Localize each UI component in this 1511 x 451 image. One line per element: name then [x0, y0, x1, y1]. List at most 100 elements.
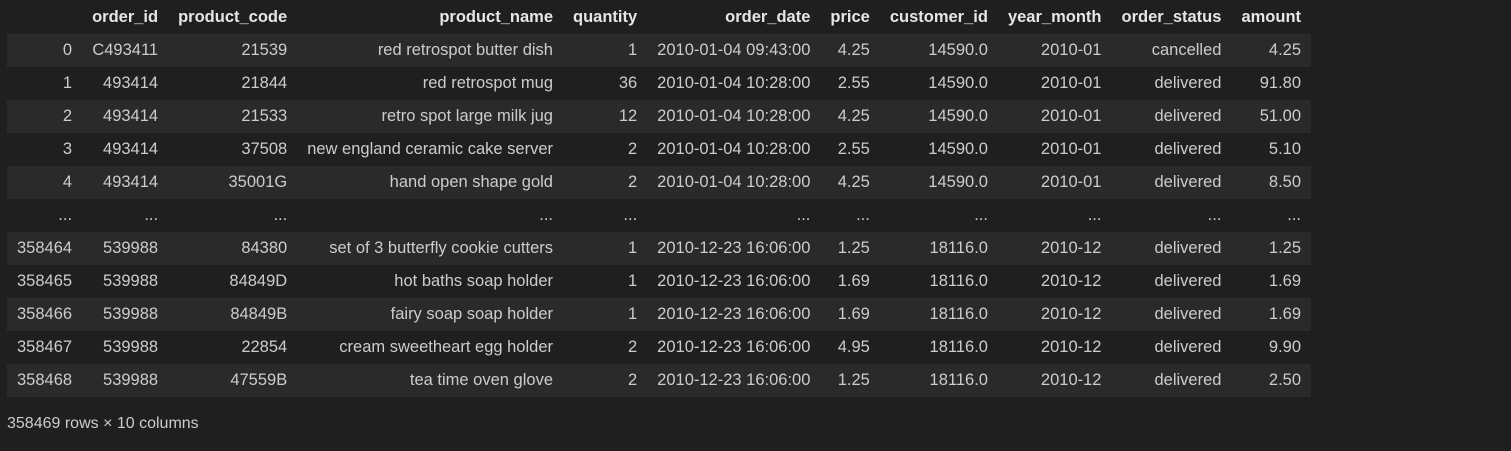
table-row: 2 493414 21533 retro spot large milk jug 12 2… — [7, 100, 1312, 133]
cell-customer-id: 18116.0 — [929, 338, 988, 356]
cell-year-month: 2010-01 — [1040, 140, 1102, 158]
row-index: 3 — [62, 140, 73, 158]
cell-order-id: 493414 — [103, 173, 159, 191]
cell-price: 2.55 — [837, 74, 870, 92]
cell-order-id: 539988 — [103, 305, 159, 323]
cell-order-id: 539988 — [103, 272, 159, 290]
cell-product-name: set of 3 butterfly cookie cutters — [329, 239, 553, 257]
table-row: ................................. — [7, 199, 1312, 232]
cell-order-date: 2010-01-04 10:28:00 — [657, 74, 811, 92]
cell-year-month: 2010-01 — [1040, 41, 1102, 59]
cell-price: 4.25 — [837, 173, 870, 191]
cell-year-month: 2010-12 — [1040, 338, 1102, 356]
row-index: 0 — [62, 41, 73, 59]
cell-order-status: delivered — [1154, 305, 1222, 323]
cell-year-month: ... — [1087, 206, 1102, 224]
cell-order-date: 2010-12-23 16:06:00 — [657, 272, 811, 290]
cell-order-status: cancelled — [1151, 41, 1222, 59]
cell-customer-id: 18116.0 — [929, 371, 988, 389]
column-header-year-month: year_month — [1007, 8, 1102, 26]
column-header-customer-id: customer_id — [889, 8, 988, 26]
table-row: 1 493414 21844 red retrospot mug 36 2010-01-0… — [7, 67, 1312, 100]
table-row: 4 493414 35001G hand open shape gold 2 2010-0… — [7, 166, 1312, 199]
cell-order-status: delivered — [1154, 173, 1222, 191]
cell-order-status: delivered — [1154, 74, 1222, 92]
cell-quantity: 2 — [627, 371, 638, 389]
cell-customer-id: 14590.0 — [928, 41, 988, 59]
row-index: 358465 — [17, 272, 73, 290]
cell-product-name: hand open shape gold — [389, 173, 553, 191]
cell-amount: 8.50 — [1268, 173, 1302, 191]
cell-product-name: tea time oven glove — [409, 371, 553, 389]
cell-product-name: hot baths soap holder — [394, 272, 553, 290]
cell-amount: 4.25 — [1268, 41, 1302, 59]
table-row: 358464 539988 84380 set of 3 butterfly cook… — [7, 232, 1312, 265]
table-row: 358467 539988 22854 cream sweetheart egg ho… — [7, 331, 1312, 364]
cell-price: 4.25 — [837, 41, 870, 59]
cell-amount: 1.69 — [1268, 305, 1302, 323]
cell-quantity: 2 — [627, 338, 638, 356]
cell-amount: 9.90 — [1268, 338, 1302, 356]
cell-order-date: 2010-01-04 09:43:00 — [657, 41, 811, 59]
row-index: 358468 — [17, 371, 73, 389]
cell-quantity: 2 — [627, 140, 638, 158]
cell-product-code: 37508 — [241, 140, 288, 158]
cell-quantity: 2 — [627, 173, 638, 191]
cell-price: 4.25 — [837, 107, 870, 125]
row-index: 4 — [62, 173, 73, 191]
cell-product-code: 21533 — [241, 107, 288, 125]
cell-product-name: cream sweetheart egg holder — [339, 338, 553, 356]
cell-year-month: 2010-12 — [1040, 272, 1102, 290]
cell-year-month: 2010-01 — [1040, 107, 1102, 125]
cell-amount: 91.80 — [1259, 74, 1302, 92]
cell-price: 2.55 — [837, 140, 870, 158]
cell-customer-id: 14590.0 — [928, 173, 988, 191]
cell-customer-id: 14590.0 — [928, 74, 988, 92]
column-header-price: price — [830, 8, 870, 26]
cell-product-name: ... — [539, 206, 553, 224]
cell-year-month: 2010-12 — [1040, 239, 1102, 257]
row-index: ... — [58, 206, 73, 224]
cell-amount: 51.00 — [1259, 107, 1302, 125]
column-header-product-name: product_name — [439, 8, 553, 26]
cell-order-id: 493414 — [103, 74, 159, 92]
cell-customer-id: 14590.0 — [928, 107, 988, 125]
cell-order-date: 2010-01-04 10:28:00 — [657, 140, 811, 158]
cell-customer-id: 14590.0 — [928, 140, 988, 158]
cell-customer-id: 18116.0 — [929, 272, 988, 290]
cell-order-date: 2010-12-23 16:06:00 — [657, 371, 811, 389]
shape-summary: 358469 rows × 10 columns — [7, 415, 199, 432]
cell-order-status: delivered — [1154, 107, 1222, 125]
cell-price: 1.25 — [837, 239, 870, 257]
row-index: 2 — [62, 107, 73, 125]
cell-product-name: new england ceramic cake server — [307, 140, 553, 158]
column-header-amount: amount — [1241, 8, 1302, 26]
cell-amount: 1.25 — [1268, 239, 1302, 257]
table-row: 358468 539988 47559B tea time oven glove 2 20… — [7, 364, 1312, 397]
row-index: 358464 — [17, 239, 73, 257]
cell-year-month: 2010-12 — [1040, 371, 1102, 389]
cell-quantity: ... — [623, 206, 638, 224]
cell-order-date: 2010-12-23 16:06:00 — [657, 338, 811, 356]
cell-customer-id: 18116.0 — [929, 305, 988, 323]
cell-product-code: ... — [273, 206, 288, 224]
cell-customer-id: ... — [974, 206, 988, 224]
cell-amount: ... — [1287, 206, 1302, 224]
cell-product-name: red retrospot mug — [422, 74, 553, 92]
cell-quantity: 1 — [627, 305, 638, 323]
cell-product-code: 21539 — [241, 41, 288, 59]
cell-year-month: 2010-12 — [1040, 305, 1102, 323]
cell-order-status: ... — [1207, 206, 1222, 224]
cell-product-code: 22854 — [241, 338, 288, 356]
table-body: 0 C493411 21539 red retrospot butter dish 1 2… — [7, 34, 1312, 397]
cell-quantity: 36 — [618, 74, 638, 92]
cell-product-code: 84849B — [230, 305, 288, 323]
dataframe-table: order_id product_code product_name quantity… — [7, 1, 1312, 397]
column-header-order-status: order_status — [1121, 8, 1222, 26]
cell-product-code: 84849D — [229, 272, 288, 290]
cell-order-id: ... — [144, 206, 159, 224]
cell-order-id: 539988 — [103, 338, 159, 356]
cell-order-id: C493411 — [92, 41, 159, 59]
cell-quantity: 1 — [627, 41, 638, 59]
